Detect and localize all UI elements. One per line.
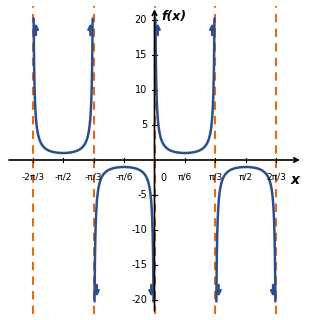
Text: -15: -15 — [131, 260, 147, 270]
Text: -π/3: -π/3 — [85, 172, 102, 181]
Text: 5: 5 — [141, 120, 147, 130]
Text: π/2: π/2 — [239, 172, 253, 181]
Text: π/3: π/3 — [208, 172, 222, 181]
Text: -π/6: -π/6 — [115, 172, 133, 181]
Text: -2π/3: -2π/3 — [21, 172, 44, 181]
Text: 0: 0 — [160, 172, 167, 183]
Text: 2π/3: 2π/3 — [266, 172, 286, 181]
Text: 15: 15 — [134, 50, 147, 60]
Text: -5: -5 — [137, 190, 147, 200]
Text: -20: -20 — [131, 295, 147, 305]
Text: 20: 20 — [134, 15, 147, 25]
Text: f(x): f(x) — [162, 10, 187, 23]
Text: -10: -10 — [131, 225, 147, 235]
Text: 10: 10 — [135, 85, 147, 95]
Text: π/6: π/6 — [178, 172, 192, 181]
Text: x: x — [291, 172, 300, 187]
Text: -π/2: -π/2 — [54, 172, 72, 181]
